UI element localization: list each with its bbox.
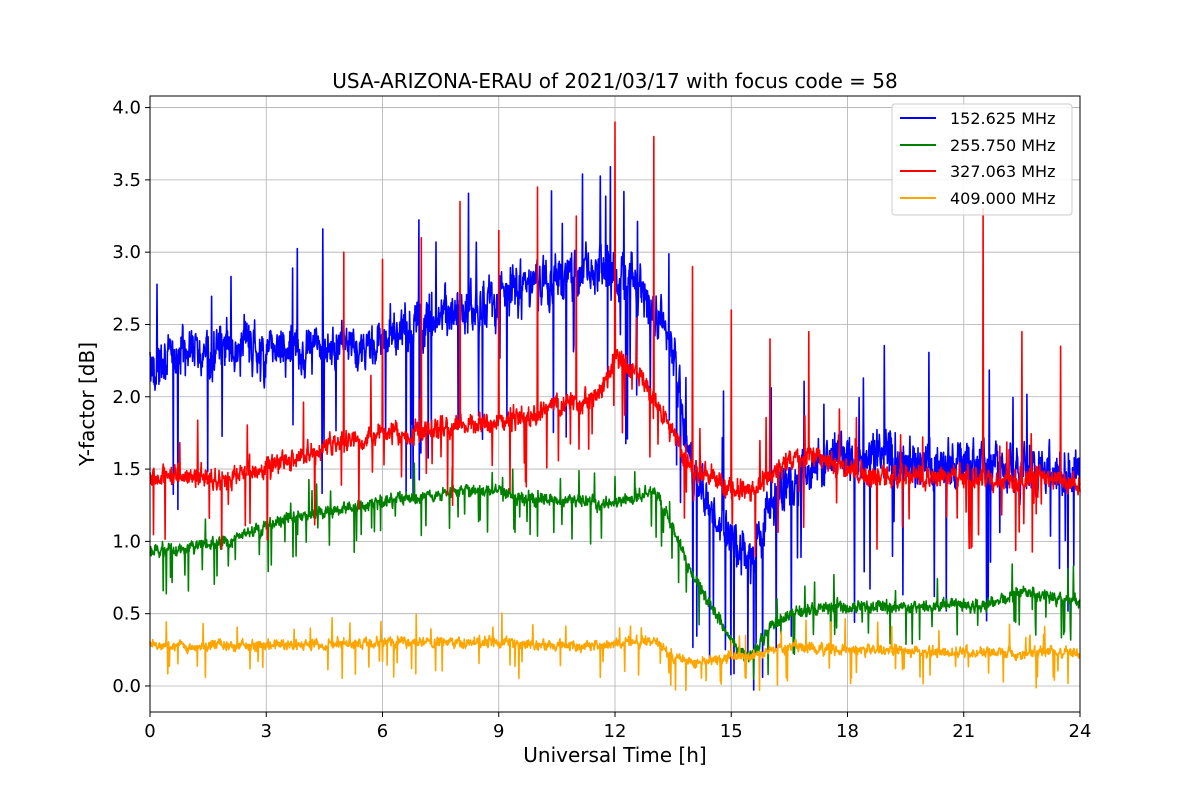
y-tick-label: 0.0 bbox=[112, 676, 141, 697]
legend-label-409: 409.000 MHz bbox=[950, 189, 1055, 208]
legend: 152.625 MHz 255.750 MHz 327.063 MHz 409.… bbox=[891, 103, 1073, 216]
x-axis-label: Universal Time [h] bbox=[523, 743, 706, 767]
y-tick-label: 2.0 bbox=[112, 387, 141, 408]
x-tick-label: 24 bbox=[1069, 721, 1092, 742]
series-line-327-063 bbox=[149, 121, 1081, 558]
x-tick-label: 12 bbox=[604, 721, 627, 742]
x-tick-label: 0 bbox=[144, 721, 155, 742]
y-tick-label: 1.5 bbox=[112, 459, 141, 480]
y-tick-label: 4.0 bbox=[112, 98, 141, 119]
legend-label-327: 327.063 MHz bbox=[950, 162, 1055, 181]
series-line-255-750 bbox=[149, 462, 1081, 680]
y-tick-label: 3.0 bbox=[112, 242, 141, 263]
y-tick-label: 0.5 bbox=[112, 604, 141, 625]
x-tick-label: 15 bbox=[720, 721, 743, 742]
x-tick-label: 21 bbox=[952, 721, 975, 742]
axis-ticks: 0 3 6 9 12 15 18 21 24 0.0 0.5 1.0 1.5 2.0 2.5 3.0 3.5 4.… bbox=[112, 98, 1091, 742]
y-tick-label: 1.0 bbox=[112, 531, 141, 552]
x-tick-label: 3 bbox=[261, 721, 272, 742]
chart-title: USA-ARIZONA-ERAU of 2021/03/17 with focu… bbox=[332, 69, 897, 93]
y-tick-label: 3.5 bbox=[112, 170, 141, 191]
y-axis-label: Y-factor [dB] bbox=[75, 342, 99, 467]
series-line-409-000 bbox=[149, 612, 1081, 692]
y-tick-label: 2.5 bbox=[112, 314, 141, 335]
legend-label-255: 255.750 MHz bbox=[950, 136, 1055, 155]
x-tick-label: 18 bbox=[836, 721, 859, 742]
x-tick-label: 6 bbox=[377, 721, 388, 742]
x-tick-label: 9 bbox=[493, 721, 504, 742]
series-lines bbox=[149, 121, 1081, 692]
legend-label-152: 152.625 MHz bbox=[950, 109, 1055, 128]
legend-box bbox=[891, 103, 1073, 216]
